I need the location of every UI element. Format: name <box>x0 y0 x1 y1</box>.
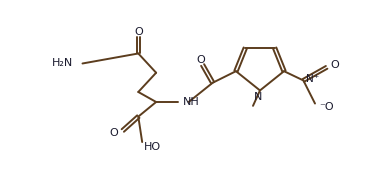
Text: O: O <box>134 27 142 37</box>
Text: O: O <box>109 128 118 138</box>
Text: HO: HO <box>144 143 161 152</box>
Text: O: O <box>197 55 205 65</box>
Text: H₂N: H₂N <box>52 58 73 68</box>
Text: N: N <box>254 92 263 102</box>
Text: O: O <box>330 60 339 70</box>
Text: ⁻O: ⁻O <box>319 102 333 112</box>
Text: NH: NH <box>183 97 200 107</box>
Text: N⁺: N⁺ <box>306 74 320 84</box>
